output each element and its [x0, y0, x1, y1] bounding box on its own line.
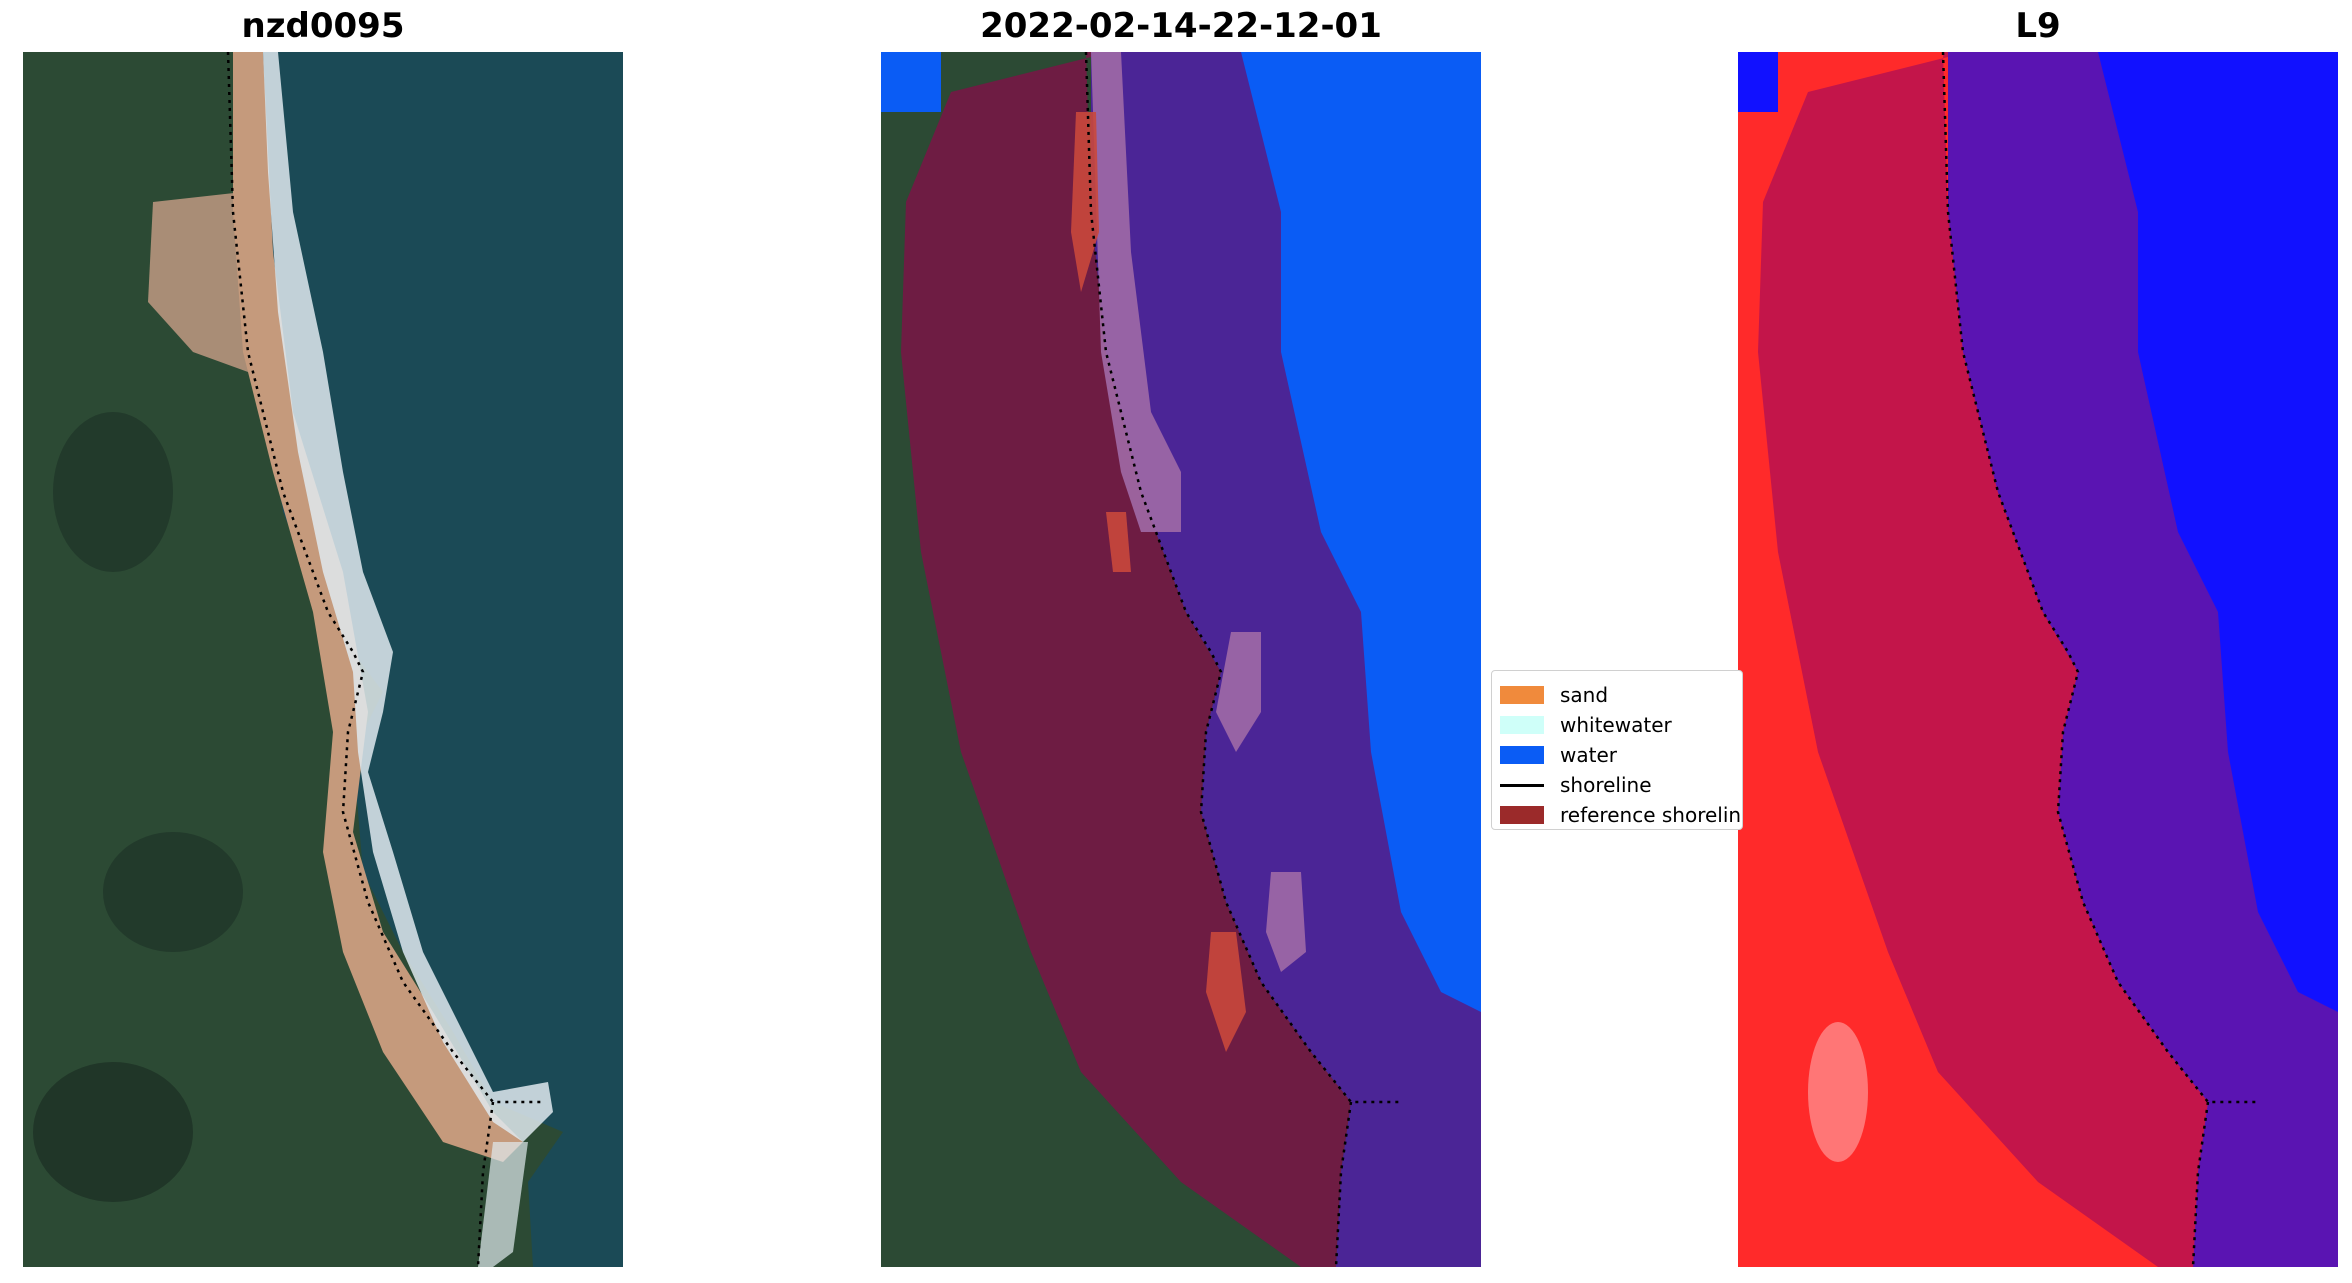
panel-title-rgb: nzd0095 [241, 6, 405, 46]
legend-item-sand: sand [1500, 681, 1608, 709]
panel-title-index: L9 [2015, 6, 2061, 46]
legend-label-sand: sand [1560, 683, 1609, 707]
index-panel [1738, 52, 2338, 1267]
legend-item-shoreline: shoreline [1500, 771, 1652, 799]
rgb-image-panel [23, 52, 623, 1267]
legend-item-whitewater: whitewater [1500, 711, 1672, 739]
legend-swatch-reference-shoreline [1500, 806, 1544, 824]
legend-item-reference-shoreline: reference shoreline [1500, 801, 1743, 829]
panel-title-classification: 2022-02-14-22-12-01 [980, 6, 1382, 46]
legend-label-shoreline: shoreline [1560, 773, 1652, 797]
index-image [1738, 52, 2338, 1267]
classification-panel [881, 52, 1481, 1267]
legend-swatch-whitewater [1500, 716, 1544, 734]
legend-label-water: water [1560, 743, 1617, 767]
legend: sand whitewater water shoreline referenc… [1491, 670, 1743, 830]
legend-line-shoreline [1500, 783, 1544, 787]
legend-label-reference-shoreline: reference shoreline [1560, 803, 1743, 827]
legend-item-water: water [1500, 741, 1617, 769]
legend-swatch-water [1500, 746, 1544, 764]
legend-swatch-sand [1500, 686, 1544, 704]
legend-label-whitewater: whitewater [1560, 713, 1672, 737]
rgb-image [23, 52, 623, 1267]
classification-image [881, 52, 1481, 1267]
